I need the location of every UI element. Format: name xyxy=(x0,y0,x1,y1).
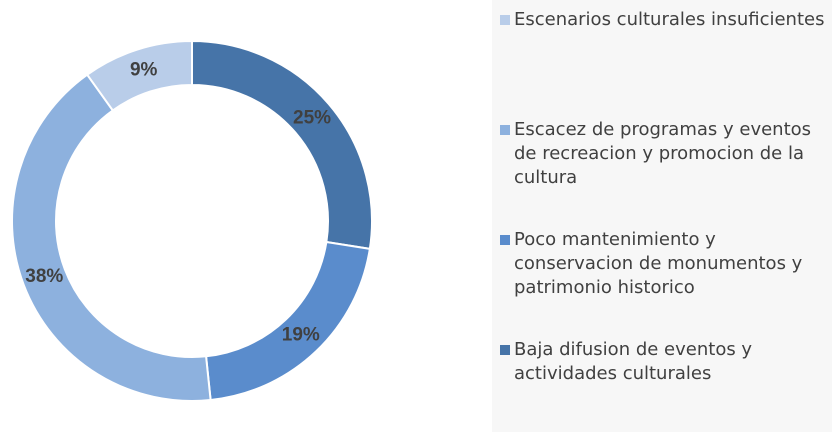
legend-label: Poco mantenimiento y conservacion de mon… xyxy=(514,229,803,298)
donut-segment xyxy=(191,39,373,250)
legend-swatch xyxy=(500,125,510,135)
data-label: 25% xyxy=(293,107,331,128)
legend-label: Baja difusion de eventos y actividades c… xyxy=(514,339,753,384)
legend-swatch xyxy=(500,15,510,25)
legend-swatch xyxy=(500,345,510,355)
donut-segment xyxy=(85,39,193,112)
donut-segment xyxy=(11,73,212,402)
data-label: 19% xyxy=(282,325,320,346)
chart: 25% 19% 38% 9% xyxy=(11,39,373,402)
legend-item: Baja difusion de eventos y actividades c… xyxy=(498,338,832,386)
legend-item: Escenarios culturales insuficientes xyxy=(498,8,832,32)
legend-label: Escenarios culturales insuficientes xyxy=(514,9,825,30)
legend: Escenarios culturales insuficientes Escac… xyxy=(492,0,832,432)
data-label: 9% xyxy=(130,60,158,81)
data-label: 38% xyxy=(25,266,63,287)
legend-label: Escacez de programas y eventos de recrea… xyxy=(514,119,812,188)
donut-segment xyxy=(204,240,371,402)
legend-item: Escacez de programas y eventos de recrea… xyxy=(498,118,832,190)
legend-item: Poco mantenimiento y conservacion de mon… xyxy=(498,228,832,300)
legend-swatch xyxy=(500,235,510,245)
